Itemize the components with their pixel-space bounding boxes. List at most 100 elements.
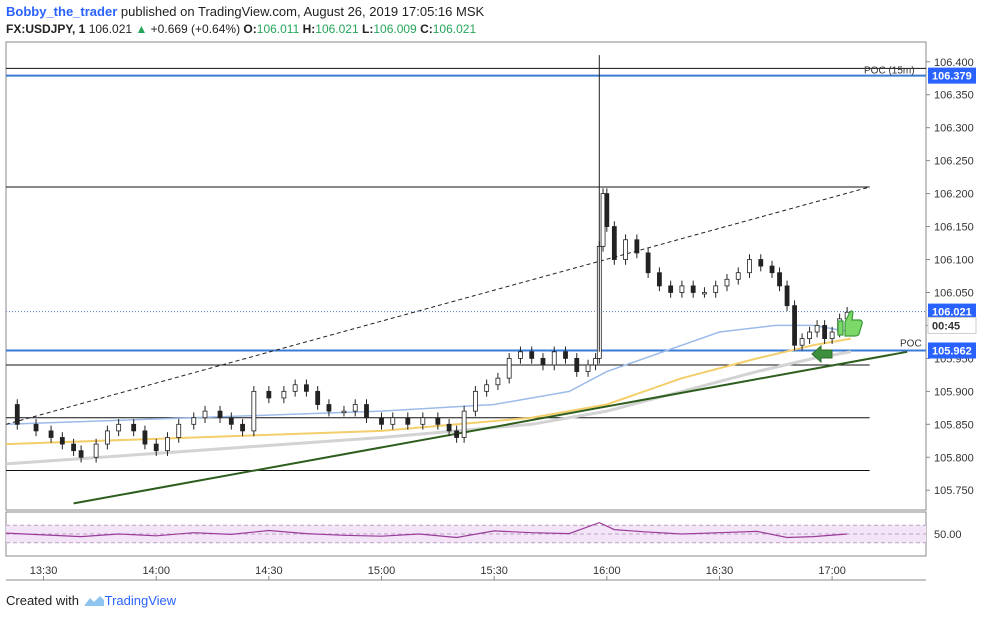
footer-credit: Created with TradingView [6,593,176,608]
candle-body [506,357,512,379]
candle-body [251,390,257,432]
candle-body [304,384,309,392]
chart-publish-line: Bobby_the_trader published on TradingVie… [6,4,484,19]
price-series [14,55,850,463]
rsi-line [5,521,848,539]
candle-body [585,364,591,372]
poc-label: POC [900,338,922,349]
last-price: 106.021 [88,22,133,36]
open-label: O: [243,22,257,36]
candle-body [153,443,159,452]
candle-body [93,443,99,458]
candle-body [529,351,535,359]
candle-body [454,430,460,438]
candle-body [679,285,685,293]
poc-15m-label: POC (15m) [864,65,915,76]
candle-body [379,417,384,425]
candle-body [315,390,321,405]
high-value: 106.021 [315,22,359,36]
annotations [811,310,863,364]
candle-body [165,437,170,452]
y-tick-label: 106.200 [934,189,974,201]
candle-body [484,384,490,392]
candle-body [217,410,223,419]
change-value: +0.669 (+0.64%) [150,22,241,36]
candle-body [604,193,610,227]
candle-body [792,305,797,346]
candle-body [281,390,287,399]
chart-frame [5,41,927,581]
author-link[interactable]: Bobby_the_trader [6,4,118,19]
candle-body [78,450,84,458]
candle-body [551,351,557,366]
candle-body [420,417,426,425]
candle-body [352,404,358,412]
y-tick-label: 106.250 [934,156,974,168]
candle-body [814,325,820,333]
symbol-label: FX:USDJPY, 1 [6,22,86,36]
candle-body [405,417,411,425]
x-tick-label: 14:00 [142,565,170,577]
candle-body [292,384,298,392]
tradingview-logo-icon [83,596,104,606]
y-tick-label: 105.800 [934,452,974,464]
x-tick-label: 13:30 [30,565,58,577]
price-pane-border [5,41,927,511]
x-tick-label: 16:00 [593,565,621,577]
candle-body [390,417,396,425]
x-tick-label: 16:30 [706,565,734,577]
candle-body [656,272,662,287]
candle-body [142,430,148,445]
moving-averages [5,324,852,466]
candle-body [777,272,782,287]
candle-body [611,226,617,260]
candle-body [48,430,54,438]
price-badge-bg [927,316,977,334]
candle-body [574,357,580,372]
price-badge-label: 105.962 [932,345,972,357]
price-badge-bg [928,67,976,84]
candle-body [228,417,234,425]
resistance-trendline [5,186,870,425]
candle-body [563,351,568,359]
low-label: L: [362,22,374,36]
candle-body [634,239,640,254]
x-tick-label: 17:00 [818,565,846,577]
horizontal-levels: POC (15m) POC [6,65,926,471]
low-value: 106.009 [373,22,417,36]
price-badge-bg [928,303,976,320]
publish-text: published on TradingView.com, August 26,… [120,4,485,19]
rsi-pane: 50.00 [5,521,962,544]
candle-body [702,292,707,295]
y-tick-label: 106.100 [934,255,974,267]
candle-body [59,437,65,445]
candle-body [33,423,39,432]
close-label: C: [420,22,433,36]
price-badge-label: 106.379 [932,71,972,83]
candle-body [724,278,730,287]
candle-body [266,390,272,399]
candle-body [784,285,790,307]
y-tick-label: 106.350 [934,90,974,102]
candle-body [202,410,208,419]
axes: 105.750105.800105.850105.900105.950106.0… [30,57,974,580]
tradingview-link[interactable]: TradingView [104,593,177,608]
candle-body [191,417,197,425]
candle-body [747,259,752,274]
candle-body [769,265,775,274]
price-badge-label: 106.021 [932,307,972,319]
ma-slow-line [5,350,852,466]
candle-body [822,325,828,340]
rsi-band [6,525,926,543]
candle-body [14,404,20,425]
x-tick-label: 14:30 [255,565,283,577]
high-label: H: [302,22,316,36]
x-tick-label: 15:00 [368,565,396,577]
candle-body [518,351,523,359]
candle-body [341,410,347,414]
candle-body [829,331,835,340]
price-badge-label: 00:45 [932,320,960,332]
y-tick-label: 106.300 [934,123,974,135]
